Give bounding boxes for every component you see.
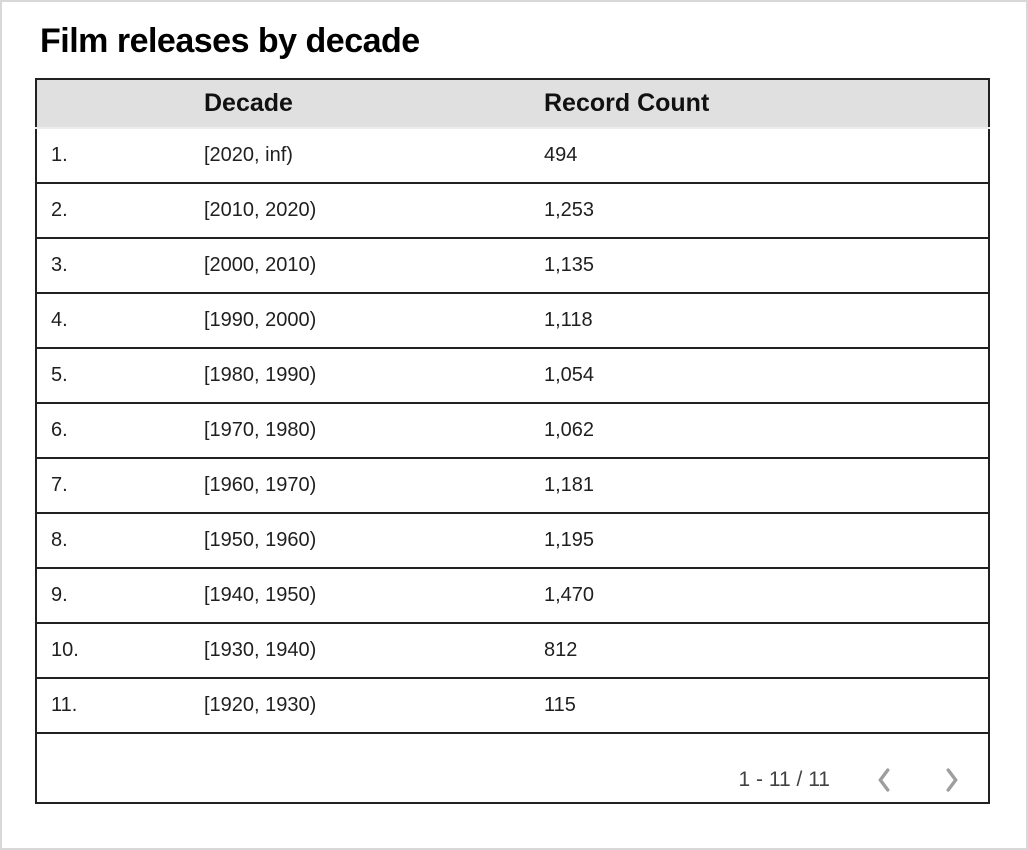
table-row: 4. [1990, 2000) 1,118 (36, 293, 989, 348)
decade-cell: [1930, 1940) (204, 639, 317, 661)
record-count-cell: 812 (544, 639, 578, 661)
record-count-cell: 494 (544, 144, 578, 166)
row-number-cell: 1. (51, 144, 68, 166)
row-number-cell: 3. (51, 254, 68, 276)
decade-cell: [1980, 1990) (204, 364, 317, 386)
decade-cell: [2020, inf) (204, 144, 293, 166)
pagination: 1 - 11 / 11 (37, 766, 988, 794)
decade-cell: [1960, 1970) (204, 474, 317, 496)
table-footer: 1 - 11 / 11 (36, 733, 989, 803)
table-body: 1. [2020, inf) 494 2. [2010, 2020) 1,253 3. [20… (36, 128, 989, 733)
record-count-cell: 1,054 (544, 364, 595, 386)
table-row: 8. [1950, 1960) 1,195 (36, 513, 989, 568)
table-row: 11. [1920, 1930) 115 (36, 678, 989, 733)
decade-cell: [1940, 1950) (204, 584, 317, 606)
row-number-cell: 2. (51, 199, 68, 221)
table-row: 10. [1930, 1940) 812 (36, 623, 989, 678)
record-count-cell: 1,118 (544, 309, 593, 331)
table-row: 6. [1970, 1980) 1,062 (36, 403, 989, 458)
table-header: Decade Record Count (36, 79, 989, 128)
header-decade[interactable]: Decade (204, 89, 293, 117)
decade-cell: [1950, 1960) (204, 529, 317, 551)
record-count-cell: 1,470 (544, 584, 595, 606)
row-number-cell: 4. (51, 309, 68, 331)
record-count-cell: 1,195 (544, 529, 595, 551)
next-page-button[interactable] (938, 766, 966, 794)
table-row: 7. [1960, 1970) 1,181 (36, 458, 989, 513)
header-record-count[interactable]: Record Count (544, 89, 710, 117)
table-row: 9. [1940, 1950) 1,470 (36, 568, 989, 623)
decade-cell: [1990, 2000) (204, 309, 317, 331)
pagination-range-label: 1 - 11 / 11 (738, 768, 830, 791)
row-number-cell: 5. (51, 364, 68, 386)
decade-cell: [1920, 1930) (204, 694, 317, 716)
row-number-cell: 10. (51, 639, 79, 661)
row-number-cell: 9. (51, 584, 68, 606)
table-row: 1. [2020, inf) 494 (36, 128, 989, 183)
decade-cell: [2010, 2020) (204, 199, 317, 221)
table-row: 3. [2000, 2010) 1,135 (36, 238, 989, 293)
decade-cell: [1970, 1980) (204, 419, 317, 441)
chevron-left-icon (871, 767, 897, 793)
pagination-row: 1 - 11 / 11 (36, 733, 989, 803)
chart-title: Film releases by decade (40, 22, 420, 60)
record-count-cell: 115 (544, 694, 576, 716)
row-number-cell: 6. (51, 419, 68, 441)
film-releases-table: Decade Record Count 1. [2020, inf) 494 2. [2… (35, 78, 990, 804)
prev-page-button[interactable] (870, 766, 898, 794)
record-count-cell: 1,135 (544, 254, 595, 276)
record-count-cell: 1,181 (544, 474, 595, 496)
row-number-cell: 7. (51, 474, 68, 496)
table-header-row: Decade Record Count (36, 79, 989, 128)
header-row-number (36, 79, 204, 128)
table-row: 2. [2010, 2020) 1,253 (36, 183, 989, 238)
record-count-cell: 1,062 (544, 419, 595, 441)
row-number-cell: 8. (51, 529, 68, 551)
row-number-cell: 11. (51, 694, 78, 716)
decade-cell: [2000, 2010) (204, 254, 317, 276)
table-row: 5. [1980, 1990) 1,054 (36, 348, 989, 403)
record-count-cell: 1,253 (544, 199, 595, 221)
chevron-right-icon (939, 767, 965, 793)
